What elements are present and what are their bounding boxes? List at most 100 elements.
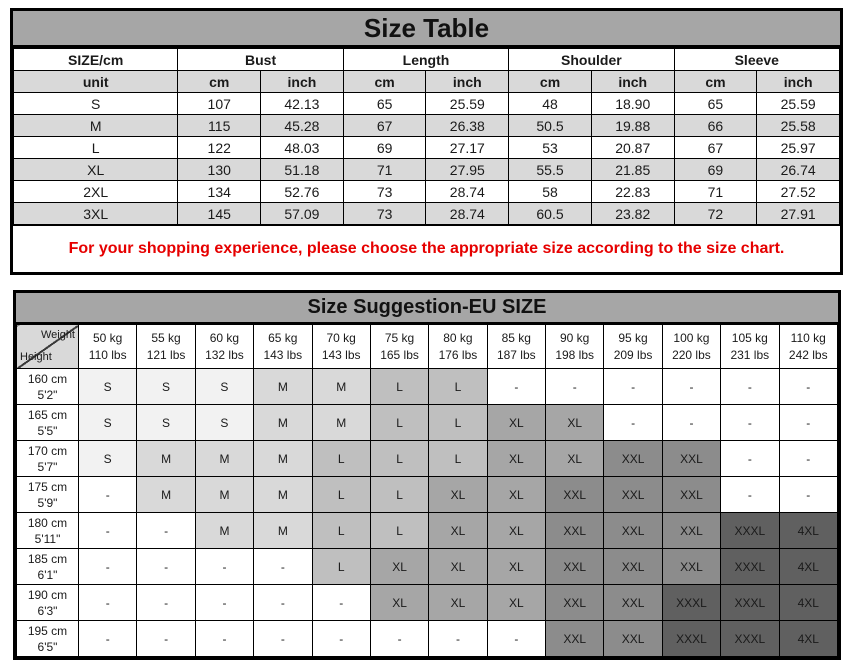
weight-kg: 85 kg bbox=[501, 330, 531, 345]
height-ft: 6'1" bbox=[37, 567, 58, 582]
weight-lbs: 198 lbs bbox=[555, 347, 595, 362]
suggestion-cell: - bbox=[253, 620, 313, 657]
size-table: SIZE/cm Bust Length Shoulder Sleeve unit cm inc… bbox=[12, 48, 841, 226]
size-label: 2XL bbox=[12, 180, 179, 203]
weight-header: 80 kg 176 lbs bbox=[428, 324, 488, 369]
suggestion-cell: XXL bbox=[603, 440, 663, 477]
size-table-cell: 53 bbox=[508, 136, 592, 159]
suggestion-cell: M bbox=[253, 440, 313, 477]
suggestion-cell: XXXL bbox=[720, 512, 780, 549]
suggestion-cell: M bbox=[253, 512, 313, 549]
suggestion-row: 160 cm 5'2" S S S M M L L - - - - - - bbox=[16, 368, 838, 405]
size-table-cell: 145 bbox=[177, 202, 262, 226]
size-table-title: Size Table bbox=[13, 11, 840, 48]
weight-header: 75 kg 165 lbs bbox=[369, 324, 430, 369]
suggestion-cell: L bbox=[311, 512, 371, 549]
suggestion-cell: L bbox=[369, 476, 430, 513]
size-table-row: S 107 42.13 65 25.59 48 18.90 65 25.59 bbox=[12, 92, 840, 115]
suggestion-cell: - bbox=[77, 512, 138, 549]
height-cm: 160 cm bbox=[27, 371, 68, 386]
size-table-cell: 22.83 bbox=[590, 180, 675, 203]
suggestion-cell: L bbox=[428, 404, 488, 441]
weight-kg: 60 kg bbox=[209, 330, 240, 345]
size-table-cell: 25.59 bbox=[425, 92, 510, 115]
height-header: 170 cm 5'7" bbox=[16, 440, 79, 477]
size-table-group-header: Length bbox=[342, 48, 510, 71]
size-table-cell: 28.74 bbox=[425, 202, 510, 226]
suggestion-cell: XL bbox=[428, 548, 488, 585]
size-table-cell: 58 bbox=[508, 180, 592, 203]
suggestion-cell: XXL bbox=[603, 548, 663, 585]
suggestion-cell: XXL bbox=[544, 512, 605, 549]
size-table-unit-header: unit bbox=[12, 70, 179, 93]
size-table-cell: 21.85 bbox=[590, 158, 675, 181]
suggestion-row: 180 cm 5'11" - - M M L L XL XL XXL XXL XXL XXXL 4XL bbox=[16, 512, 838, 549]
size-table-cell: 55.5 bbox=[508, 158, 592, 181]
size-table-cell: 51.18 bbox=[260, 158, 344, 181]
suggestion-cell: - bbox=[77, 476, 138, 513]
size-table-cell: 72 bbox=[673, 202, 758, 226]
suggestion-cell: XXL bbox=[544, 476, 605, 513]
weight-kg: 55 kg bbox=[151, 330, 181, 345]
height-header: 165 cm 5'5" bbox=[16, 404, 79, 441]
suggestion-cell: XXL bbox=[544, 620, 605, 657]
size-table-cell: 73 bbox=[342, 180, 427, 203]
height-header: 175 cm 5'9" bbox=[16, 476, 79, 513]
size-table-cell: 71 bbox=[673, 180, 758, 203]
suggestion-cell: M bbox=[194, 476, 255, 513]
suggestion-cell: XXL bbox=[661, 440, 722, 477]
suggestion-cell: XL bbox=[369, 548, 430, 585]
size-table-row: 3XL 145 57.09 73 28.74 60.5 23.82 72 27.91 bbox=[12, 202, 840, 226]
height-cm: 195 cm bbox=[27, 623, 68, 638]
height-cm: 185 cm bbox=[27, 551, 68, 566]
size-table-unit-header: inch bbox=[260, 70, 344, 93]
size-label: XL bbox=[12, 158, 179, 181]
suggestion-cell: S bbox=[77, 368, 138, 405]
size-table-row: L 122 48.03 69 27.17 53 20.87 67 25.97 bbox=[12, 136, 840, 159]
size-table-cell: 67 bbox=[673, 136, 758, 159]
suggestion-cell: - bbox=[77, 620, 138, 657]
suggestion-cell: XXXL bbox=[720, 548, 780, 585]
height-ft: 6'3" bbox=[37, 603, 58, 618]
suggestion-cell: - bbox=[77, 584, 138, 621]
weight-height-corner: Weight Height bbox=[16, 324, 79, 369]
height-cm: 180 cm bbox=[27, 515, 68, 530]
size-table-unit-header: inch bbox=[425, 70, 510, 93]
suggestion-cell: M bbox=[194, 440, 255, 477]
suggestion-cell: M bbox=[136, 440, 196, 477]
weight-lbs: 143 lbs bbox=[321, 347, 361, 362]
size-table-group-header: Shoulder bbox=[508, 48, 675, 71]
height-cm: 190 cm bbox=[27, 587, 68, 602]
suggestion-cell: XL bbox=[428, 512, 488, 549]
suggestion-cell: XXL bbox=[603, 620, 663, 657]
size-table-cell: 25.59 bbox=[756, 92, 840, 115]
size-table-cell: 69 bbox=[342, 136, 427, 159]
weight-header: 105 kg 231 lbs bbox=[720, 324, 780, 369]
size-table-cell: 48.03 bbox=[260, 136, 344, 159]
suggestion-cell: M bbox=[253, 368, 313, 405]
suggestion-cell: - bbox=[486, 368, 547, 405]
height-header: 180 cm 5'11" bbox=[16, 512, 79, 549]
suggestion-cell: - bbox=[194, 584, 255, 621]
weight-kg: 90 kg bbox=[560, 330, 590, 345]
weight-lbs: 176 lbs bbox=[438, 347, 478, 362]
suggestion-cell: - bbox=[778, 368, 838, 405]
suggestion-cell: 4XL bbox=[778, 548, 838, 585]
suggestion-cell: L bbox=[311, 476, 371, 513]
size-label: M bbox=[12, 114, 179, 137]
suggestion-cell: XL bbox=[544, 404, 605, 441]
weight-kg: 105 kg bbox=[731, 330, 768, 345]
size-table-cell: 25.97 bbox=[756, 136, 840, 159]
size-table-cell: 50.5 bbox=[508, 114, 592, 137]
suggestion-cell: - bbox=[369, 620, 430, 657]
weight-kg: 70 kg bbox=[326, 330, 356, 345]
weight-lbs: 231 lbs bbox=[730, 347, 770, 362]
suggestion-cell: XL bbox=[486, 512, 547, 549]
suggestion-cell: - bbox=[136, 512, 196, 549]
size-table-unit-header: cm bbox=[508, 70, 592, 93]
height-ft: 5'7" bbox=[37, 459, 58, 474]
weight-header: 60 kg 132 lbs bbox=[194, 324, 255, 369]
size-table-cell: 69 bbox=[673, 158, 758, 181]
size-table-cell: 27.52 bbox=[756, 180, 840, 203]
height-ft: 5'9" bbox=[37, 495, 58, 510]
